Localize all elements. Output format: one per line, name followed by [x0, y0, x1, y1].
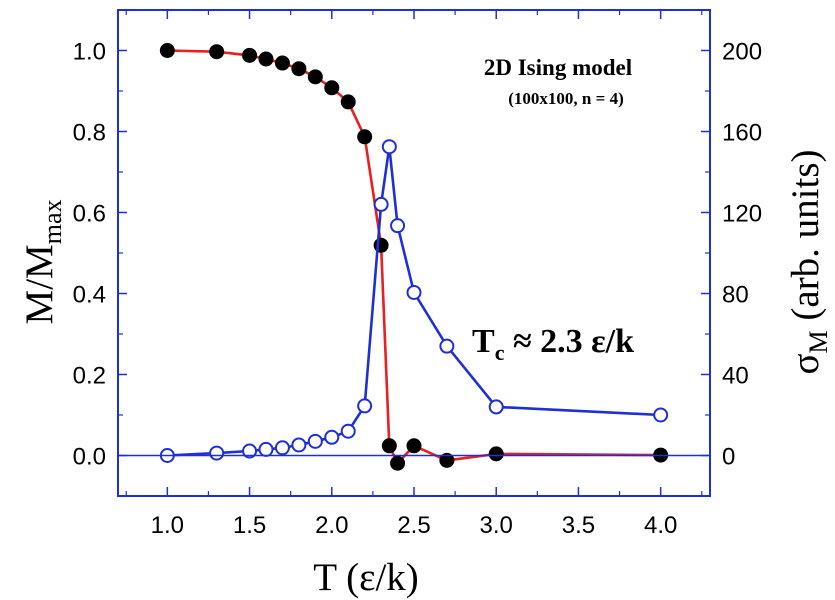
- fluctuation-point: [258, 441, 274, 457]
- x-tick-label: 2.5: [397, 512, 430, 539]
- fluctuation-point: [242, 443, 258, 459]
- left-y-label-main: M/M: [18, 244, 61, 324]
- fluctuation-point: [488, 399, 504, 415]
- fluctuation-point: [291, 437, 307, 453]
- annotation-main: T: [472, 323, 495, 360]
- chart-title: 2D Ising model: [484, 55, 632, 80]
- left-y-tick-label: 0.8: [73, 120, 106, 147]
- x-axis: 1.0 1.5 2.0 2.5 3.0 3.5 4.0: [125, 10, 703, 539]
- magnetization-point: [291, 61, 307, 77]
- magnetization-line: [167, 49, 661, 465]
- x-tick-label: 1.0: [151, 512, 184, 539]
- right-y-tick-label: 160: [722, 120, 762, 147]
- magnetization-point: [258, 51, 274, 67]
- fluctuation-point: [340, 423, 356, 439]
- magnetization-point: [381, 438, 397, 454]
- fluctuation-point: [274, 440, 290, 456]
- magnetization-point: [209, 44, 225, 60]
- magnetization-point: [357, 129, 373, 145]
- fluctuation-point: [357, 398, 373, 414]
- right-y-tick-label: 40: [722, 363, 749, 390]
- left-y-axis: 0.0 0.2 0.4 0.6 0.8 1.0: [73, 9, 127, 497]
- right-y-label-rest: (arb. units): [784, 149, 827, 330]
- right-y-label-subscript: M: [804, 330, 833, 353]
- magnetization-point: [488, 446, 504, 462]
- left-y-tick-label: 1.0: [73, 39, 106, 66]
- annotation-subscript: c: [495, 340, 505, 365]
- magnetization-point: [307, 69, 323, 85]
- left-y-tick-label: 0.4: [73, 282, 106, 309]
- right-y-tick-label: 0: [722, 444, 735, 471]
- magnetization-point: [439, 452, 455, 468]
- left-y-label-subscript: max: [38, 200, 67, 245]
- right-y-tick-label: 80: [722, 282, 749, 309]
- right-y-label-main: σ: [784, 353, 827, 374]
- magnetization-point: [274, 55, 290, 71]
- chart-subtitle: (100x100, n = 4): [508, 89, 623, 108]
- magnetization-point: [373, 237, 389, 253]
- fluctuation-point: [653, 407, 669, 423]
- right-y-tick-label: 200: [722, 39, 762, 66]
- magnetization-point: [406, 438, 422, 454]
- magnetization-point: [159, 43, 175, 58]
- right-y-tick-label: 120: [722, 201, 762, 228]
- annotation-rest: ≈ 2.3 ε/k: [504, 323, 634, 360]
- magnetization-point: [242, 47, 258, 63]
- series-layer: [159, 43, 669, 471]
- plot-frame: [117, 9, 711, 497]
- left-y-tick-label: 0.6: [73, 201, 106, 228]
- fluctuation-point: [390, 218, 406, 234]
- left-y-tick-label: 0.0: [73, 444, 106, 471]
- right-y-axis-label: σM (arb. units): [784, 149, 833, 374]
- left-y-axis-label: M/Mmax: [18, 200, 67, 325]
- magnetization-point: [390, 455, 406, 471]
- critical-temperature-annotation: Tc ≈ 2.3 ε/k: [472, 323, 634, 365]
- x-tick-label: 2.0: [315, 512, 348, 539]
- x-tick-label: 3.0: [480, 512, 513, 539]
- right-y-axis: 0 40 80 120 160 200: [701, 9, 762, 497]
- fluctuation-point: [209, 445, 225, 461]
- x-axis-label: T (ε/k): [313, 556, 419, 599]
- x-tick-label: 3.5: [562, 512, 595, 539]
- fluctuation-point: [439, 338, 455, 354]
- x-tick-label: 1.5: [233, 512, 266, 539]
- fluctuation-point: [324, 429, 340, 445]
- fluctuation-point: [406, 284, 422, 300]
- x-tick-label: 4.0: [644, 512, 677, 539]
- fluctuation-point: [373, 196, 389, 212]
- left-y-tick-label: 0.2: [73, 363, 106, 390]
- fluctuation-point: [307, 433, 323, 449]
- fluctuation-line: [167, 145, 661, 457]
- magnetization-point: [340, 94, 356, 110]
- magnetization-point: [324, 80, 340, 96]
- fluctuation-point: [381, 139, 397, 155]
